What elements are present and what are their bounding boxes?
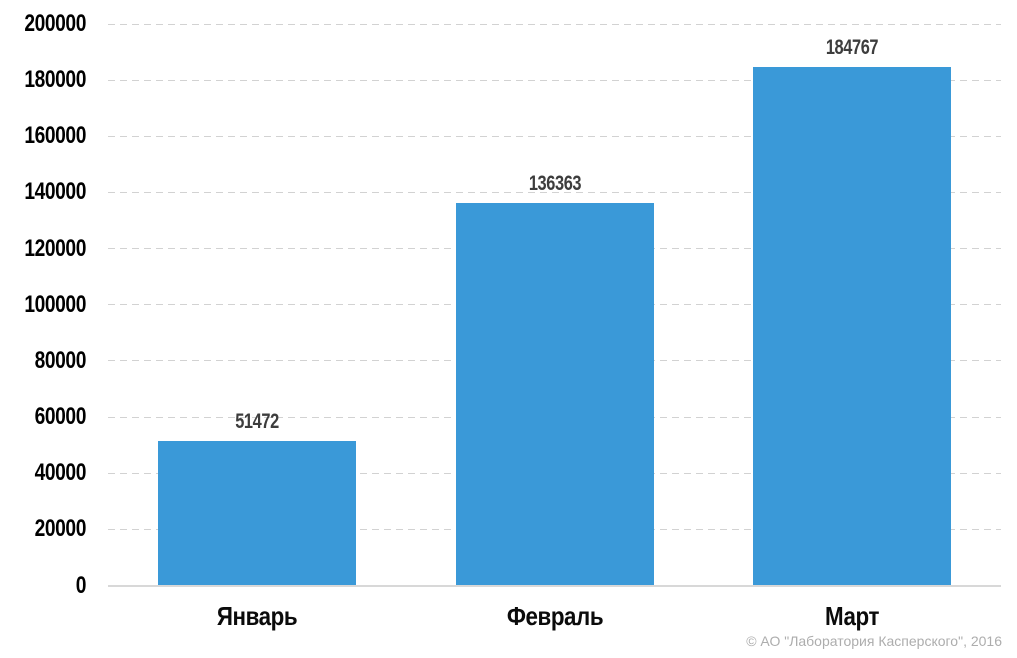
y-tick-label: 0 [75, 571, 87, 599]
x-category-label: Март [825, 601, 880, 631]
copyright-text: © АО "Лаборатория Касперского", 2016 [746, 633, 1002, 649]
x-category-label: Февраль [506, 601, 603, 631]
y-tick-label: 60000 [34, 403, 87, 431]
gridline [108, 135, 1001, 137]
y-tick-label: 140000 [24, 178, 86, 206]
x-category-label: Январь [216, 601, 298, 631]
gridline [108, 79, 1001, 81]
y-tick-label: 100000 [24, 290, 86, 318]
bar-value-label: 136363 [528, 171, 581, 195]
bar [455, 202, 654, 586]
bar [753, 66, 952, 586]
bar-value-label: 51472 [235, 409, 279, 433]
y-tick-label: 120000 [24, 234, 86, 262]
y-tick-label: 40000 [34, 459, 87, 487]
bar [157, 440, 356, 586]
bar-value-label: 184767 [825, 35, 879, 59]
y-tick-label: 80000 [34, 346, 87, 374]
x-axis-line [108, 585, 1001, 587]
gridline [108, 23, 1001, 25]
y-tick-label: 180000 [24, 66, 86, 94]
gridline [108, 191, 1001, 193]
y-tick-label: 200000 [24, 10, 86, 37]
y-tick-label: 20000 [34, 515, 87, 543]
y-tick-label: 160000 [24, 122, 86, 150]
